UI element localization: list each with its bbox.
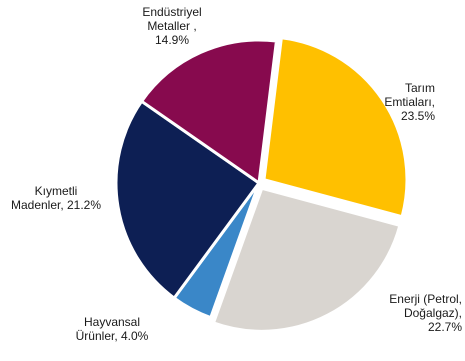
slice-label: Tarım Emtiaları, 23.5% bbox=[384, 81, 435, 123]
slice-label-line: Enerji (Petrol, bbox=[389, 292, 462, 306]
slice-label-line: Emtiaları, bbox=[384, 95, 435, 109]
slice-label-line: Doğalgaz), bbox=[404, 306, 462, 320]
slice-label-line: 23.5% bbox=[401, 109, 435, 123]
slice-label-line: Endüstriyel bbox=[142, 5, 201, 19]
pie-slice bbox=[262, 36, 409, 219]
slice-label-line: Kıymetli bbox=[35, 184, 78, 198]
pie-slice bbox=[114, 99, 261, 300]
pie-slice bbox=[140, 38, 278, 185]
slice-label: Endüstriyel Metaller , 14.9% bbox=[142, 5, 201, 47]
pie-slices bbox=[114, 36, 409, 333]
slice-label-line: Tarım bbox=[405, 81, 435, 95]
slice-label: Kıymetli Madenler, 21.2% bbox=[11, 184, 101, 212]
slice-label-line: 14.9% bbox=[155, 33, 189, 47]
slice-label-line: 22.7% bbox=[428, 320, 462, 334]
slice-label-line: Hayvansal bbox=[84, 315, 140, 329]
slice-label-line: Madenler, 21.2% bbox=[11, 198, 101, 212]
pie-labels: Tarım Emtiaları, 23.5% Enerji (Petrol, Doğal… bbox=[11, 5, 462, 343]
slice-label-line: Metaller , bbox=[147, 19, 196, 33]
pie-slice bbox=[212, 186, 402, 333]
slice-label: Enerji (Petrol, Doğalgaz), 22.7% bbox=[389, 292, 462, 334]
slice-label: Hayvansal Ürünler, 4.0% bbox=[76, 315, 149, 343]
slice-label-line: Ürünler, 4.0% bbox=[76, 329, 149, 343]
